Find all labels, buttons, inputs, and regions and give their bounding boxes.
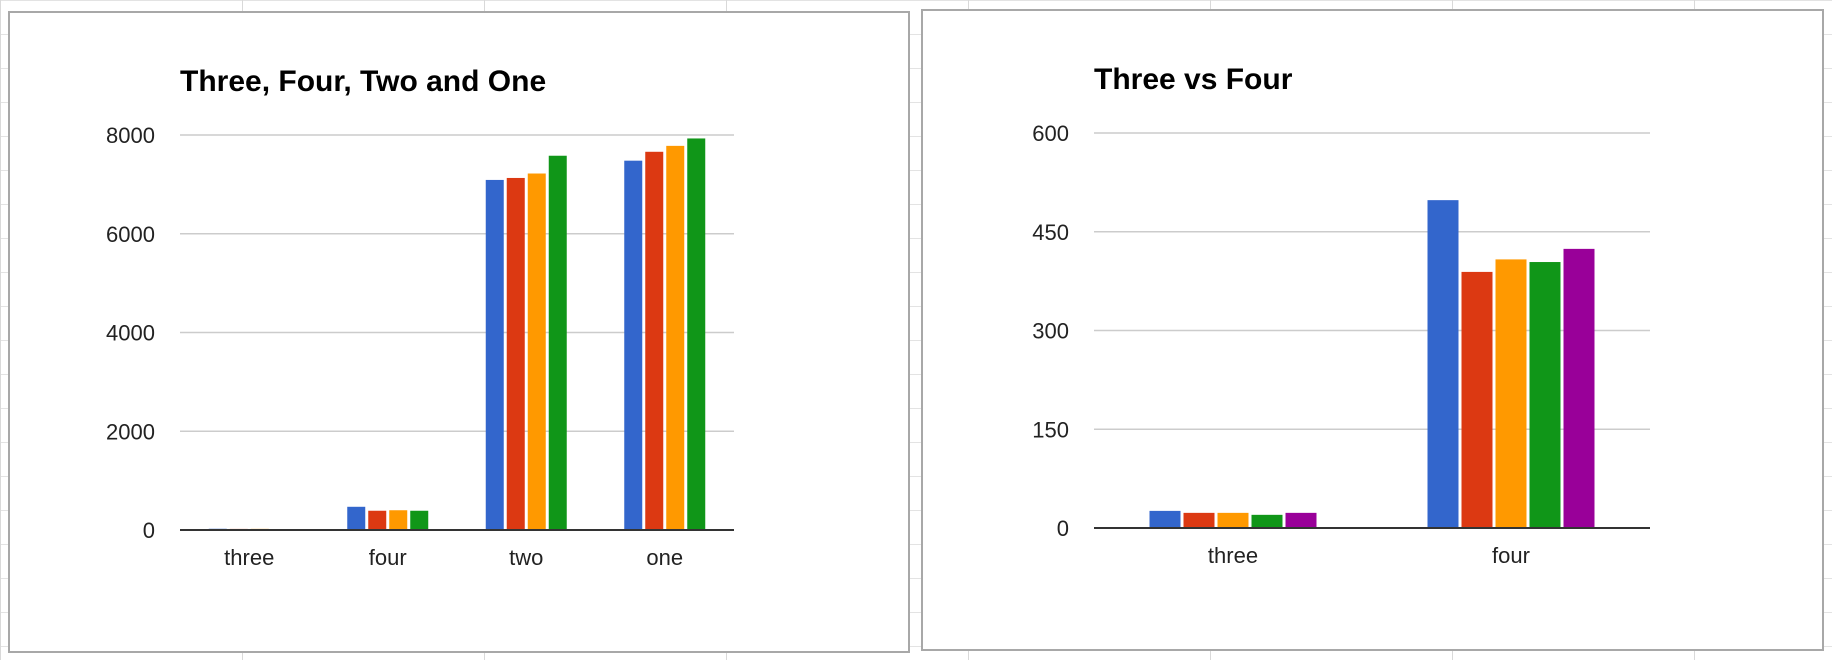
- y-tick-label: 2000: [106, 419, 155, 444]
- chart-right: Three vs Four 0 150 300 450 600 three four: [1032, 63, 1650, 568]
- bar[interactable]: [666, 145, 685, 531]
- y-tick-label: 4000: [106, 321, 155, 346]
- y-axis-tick-labels: 0 150 300 450 600: [1032, 121, 1069, 541]
- x-axis-category-labels: three four: [1208, 543, 1530, 568]
- x-category-label: four: [369, 545, 407, 570]
- y-tick-label: 6000: [106, 222, 155, 247]
- bar[interactable]: [368, 510, 387, 530]
- bar[interactable]: [1427, 200, 1459, 528]
- bar[interactable]: [624, 160, 643, 531]
- y-tick-label: 8000: [106, 123, 155, 148]
- bar[interactable]: [1217, 512, 1249, 528]
- x-category-label: two: [509, 545, 543, 570]
- bar[interactable]: [1563, 248, 1595, 528]
- x-category-label: one: [646, 545, 683, 570]
- bar[interactable]: [410, 510, 429, 530]
- gridlines: [1094, 132, 1650, 430]
- bar[interactable]: [506, 177, 525, 531]
- chart-title: Three, Four, Two and One: [180, 65, 546, 98]
- bar[interactable]: [1251, 514, 1283, 528]
- bar[interactable]: [485, 179, 504, 530]
- bar[interactable]: [1529, 262, 1561, 528]
- bar[interactable]: [1149, 510, 1181, 528]
- bar-series: [1149, 200, 1595, 528]
- y-tick-label: 150: [1032, 417, 1069, 442]
- bar[interactable]: [548, 155, 567, 531]
- bar[interactable]: [347, 506, 366, 530]
- x-category-label: four: [1492, 543, 1530, 568]
- x-category-label: three: [224, 545, 274, 570]
- bar[interactable]: [1495, 259, 1527, 528]
- x-category-label: three: [1208, 543, 1258, 568]
- bar[interactable]: [687, 138, 706, 531]
- chart-panel-left[interactable]: Three, Four, Two and One 0 2000 4000 6000 80…: [8, 11, 910, 653]
- y-tick-label: 300: [1032, 319, 1069, 344]
- bar[interactable]: [1285, 512, 1317, 528]
- bar[interactable]: [645, 151, 664, 530]
- y-tick-label: 600: [1032, 121, 1069, 146]
- bar[interactable]: [1461, 271, 1493, 528]
- x-axis-category-labels: three four two one: [224, 545, 683, 570]
- chart-left: Three, Four, Two and One 0 2000 4000 6000 80…: [106, 65, 734, 570]
- bar[interactable]: [389, 510, 408, 530]
- y-tick-label: 0: [143, 518, 155, 543]
- chart-panel-right[interactable]: Three vs Four 0 150 300 450 600 three four: [921, 9, 1824, 651]
- bar-series: [208, 138, 706, 531]
- bar[interactable]: [1183, 512, 1215, 528]
- y-axis-tick-labels: 0 2000 4000 6000 8000: [106, 123, 155, 543]
- bar[interactable]: [527, 173, 546, 530]
- chart-title: Three vs Four: [1094, 63, 1293, 96]
- y-tick-label: 450: [1032, 220, 1069, 245]
- y-tick-label: 0: [1057, 516, 1069, 541]
